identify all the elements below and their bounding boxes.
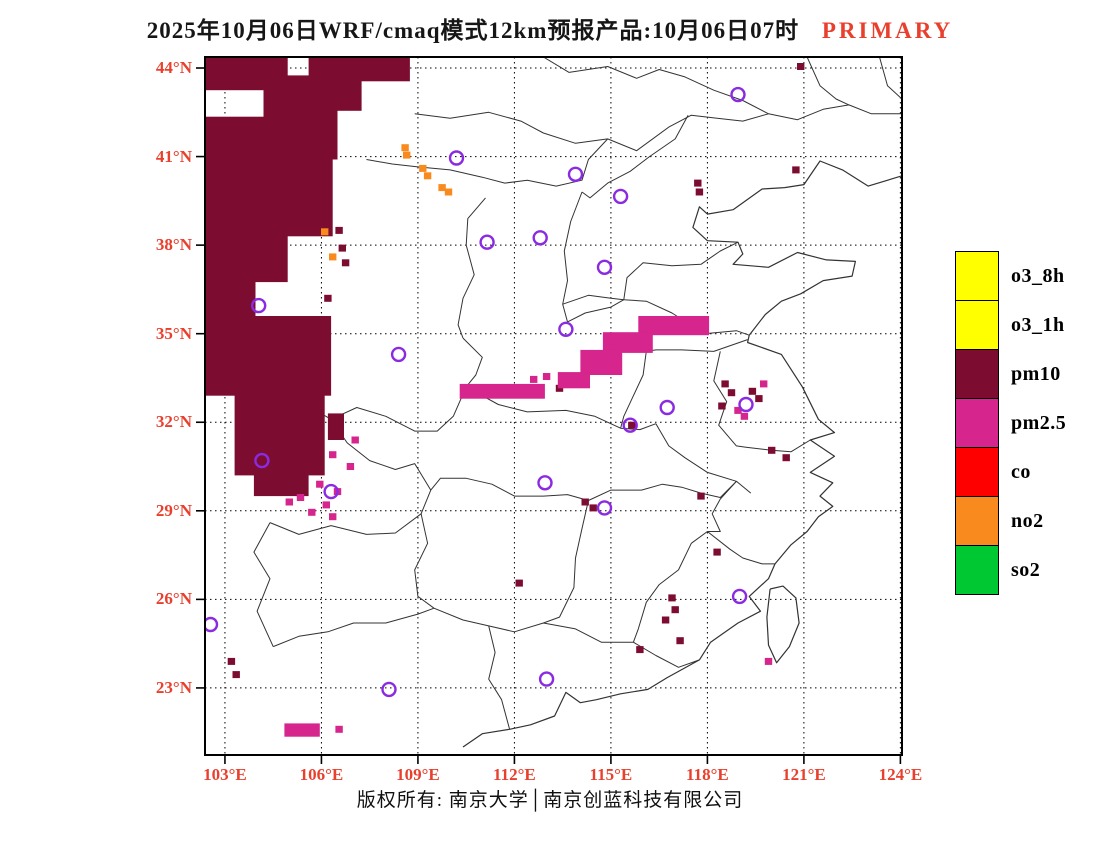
coastline [462,160,902,748]
copyright-text: 版权所有: 南京大学│南京创蓝科技有限公司 [356,790,744,811]
lat-tick-label: 23°N [155,677,192,697]
city-marker [738,396,754,413]
pm10-spots [227,63,805,679]
legend-swatch-o3_8h [955,251,999,301]
legend-item-co: co [955,447,1066,497]
city-marker [479,234,495,250]
lon-tick-label: 115°E [589,765,633,784]
legend-label: o3_8h [1011,264,1065,287]
lon-tick-label: 118°E [686,765,729,784]
lat-tick-label: 29°N [155,500,192,520]
pm25-spots [285,373,773,733]
legend-swatch-so2 [955,545,999,595]
legend-swatch-pm2.5 [955,398,999,448]
lat-tick-label: 44°N [155,58,192,77]
legend-item-pm2.5: pm2.5 [955,398,1066,448]
city-marker [596,500,613,516]
legend-swatch-o3_1h [955,300,999,350]
city-marker [205,616,219,633]
title-main: 2025年10月06日WRF/cmaq模式12km预报产品:10月06日07时 [146,18,800,43]
city-marker [659,399,675,416]
city-marker [323,483,339,500]
city-marker [532,230,548,246]
legend-swatch-pm10 [955,349,999,399]
no2-spots [321,144,453,261]
map-inner [205,57,902,755]
city-marker [448,150,465,166]
city-marker [622,417,638,433]
city-marker [251,297,267,314]
city-marker [567,166,584,183]
lat-tick-label: 32°N [155,412,192,432]
province-boundaries [253,57,902,748]
city-marker [558,321,574,337]
city-marker [596,259,613,275]
city-marker [390,346,407,363]
title-primary-tag: PRIMARY [821,18,954,43]
taiwan-outline [766,585,800,664]
city-marker [730,86,746,103]
city-marker [537,475,553,491]
lon-tick-label: 109°E [396,765,440,784]
legend-label: pm10 [1011,362,1061,385]
legend-label: no2 [1011,509,1044,532]
pm25-regions [284,316,710,737]
legend-item-o3_8h: o3_8h [955,251,1066,301]
axis-ticks [196,67,902,764]
legend-item-pm10: pm10 [955,349,1066,399]
city-marker [538,671,555,687]
legend-label: co [1011,460,1031,483]
page-title: 2025年10月06日WRF/cmaq模式12km预报产品:10月06日07时 … [0,11,1100,45]
lon-tick-label: 103°E [203,765,247,784]
legend-item-no2: no2 [955,496,1066,546]
legend-swatch-co [955,447,999,497]
legend-swatch-no2 [955,496,999,546]
legend-label: o3_1h [1011,313,1065,336]
city-marker [612,188,629,205]
city-marker [731,588,748,605]
lat-tick-label: 38°N [155,235,192,255]
lat-tick-label: 35°N [155,323,192,343]
lat-tick-label: 41°N [155,146,192,166]
legend-item-so2: so2 [955,545,1066,595]
lat-tick-label: 26°N [155,589,192,609]
city-marker [381,681,397,698]
lon-tick-label: 106°E [299,765,344,784]
city-markers [205,86,754,698]
legend-label: pm2.5 [1011,411,1067,434]
pm10-regions [205,57,410,497]
legend-item-o3_1h: o3_1h [955,300,1066,350]
plot-frame [204,56,903,756]
pollutant-legend: o3_8h o3_1h pm10 pm2.5 co no2 so2 [955,251,1066,595]
city-marker [254,452,270,469]
lon-tick-label: 124°E [878,765,923,784]
lon-tick-label: 121°E [782,765,826,784]
legend-label: so2 [1011,558,1041,581]
lon-tick-label: 112°E [493,765,536,784]
